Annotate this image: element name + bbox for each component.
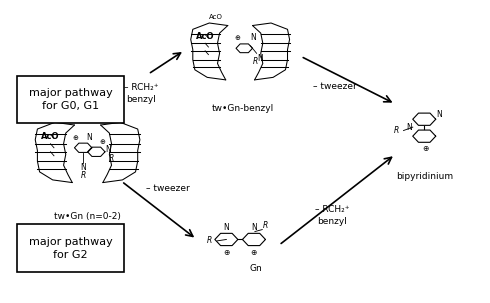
Text: – RCH₂⁺
benzyl: – RCH₂⁺ benzyl — [315, 205, 349, 225]
Text: major pathway
for G2: major pathway for G2 — [29, 237, 113, 260]
Text: R: R — [263, 221, 269, 230]
Text: – RCH₂⁺
benzyl: – RCH₂⁺ benzyl — [123, 83, 158, 104]
Text: major pathway
for G0, G1: major pathway for G0, G1 — [29, 88, 113, 111]
Text: – tweezer: – tweezer — [146, 184, 190, 193]
Text: $\oplus$: $\oplus$ — [422, 144, 429, 152]
Text: R: R — [393, 126, 399, 135]
Text: N: N — [223, 223, 229, 231]
Text: AcO: AcO — [196, 32, 215, 41]
FancyBboxPatch shape — [17, 225, 124, 272]
Text: N: N — [105, 145, 111, 154]
Text: $\oplus$: $\oplus$ — [72, 133, 79, 142]
Text: N: N — [436, 110, 442, 119]
Text: tw•Gn (n=0-2): tw•Gn (n=0-2) — [54, 212, 121, 221]
Text: N: N — [80, 163, 86, 172]
Text: Gn: Gn — [250, 265, 263, 274]
Text: R: R — [252, 57, 258, 66]
Text: tw•Gn-benzyl: tw•Gn-benzyl — [212, 104, 274, 113]
Text: – tweezer: – tweezer — [313, 82, 357, 91]
Text: AcO: AcO — [41, 132, 60, 141]
Text: N: N — [87, 133, 93, 142]
Text: N: N — [407, 123, 412, 132]
Text: $\oplus$: $\oplus$ — [222, 248, 230, 257]
Text: R: R — [108, 155, 114, 164]
Text: N: N — [257, 54, 263, 63]
Text: N: N — [251, 223, 257, 231]
Text: R: R — [80, 171, 86, 180]
Text: AcO: AcO — [209, 15, 222, 21]
Text: $\oplus$: $\oplus$ — [250, 248, 258, 257]
Text: $\oplus$: $\oplus$ — [99, 137, 106, 146]
Text: bipyridinium: bipyridinium — [396, 172, 453, 181]
Text: $\oplus$: $\oplus$ — [235, 33, 242, 42]
FancyBboxPatch shape — [17, 76, 124, 123]
Text: N: N — [250, 33, 256, 42]
Text: R: R — [207, 236, 213, 245]
Text: AcO: AcO — [54, 114, 68, 120]
